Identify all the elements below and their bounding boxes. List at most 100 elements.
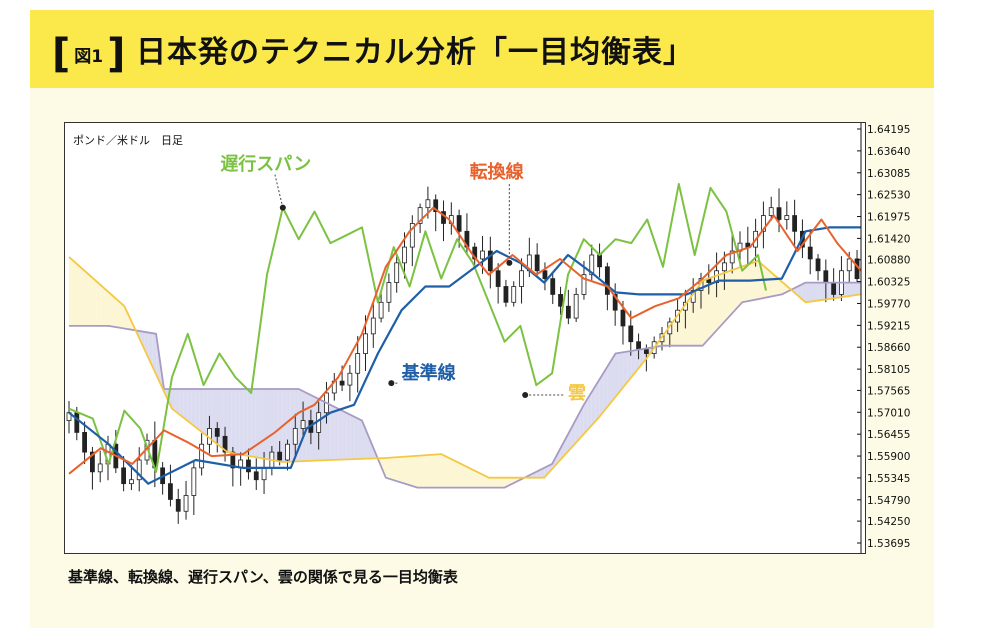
cloud-segment <box>501 478 505 488</box>
candle-body <box>278 452 282 460</box>
candle-body <box>535 255 539 271</box>
cloud-segment <box>358 419 362 459</box>
cloud-segment <box>350 415 354 460</box>
candle-body <box>371 318 375 334</box>
cloud-segment <box>239 389 243 455</box>
candle-body <box>816 259 820 271</box>
cloud-segment <box>746 264 750 302</box>
cloud-segment <box>810 283 814 302</box>
candle-body <box>722 263 726 271</box>
candle-body <box>83 432 87 452</box>
candle-body <box>285 444 289 460</box>
candle-body <box>122 468 126 484</box>
cloud-segment <box>453 460 457 488</box>
cloud-segment <box>105 289 109 326</box>
cloud-segment <box>247 389 251 456</box>
cloud-segment <box>718 274 722 329</box>
cloud-segment <box>93 278 97 326</box>
candle-body <box>481 251 485 259</box>
cloud-segment <box>394 457 398 481</box>
candle-body <box>168 484 172 500</box>
ichimoku-chart: 1.641951.636401.630851.625301.619751.614… <box>65 123 865 553</box>
cloud-segment <box>433 454 437 487</box>
cloud-segment <box>398 457 402 483</box>
cloud-segment <box>813 283 817 302</box>
annotation-tenkan: 転換線 <box>470 161 524 183</box>
cloud-segment <box>346 413 350 460</box>
price-tick-label: 1.55345 <box>867 473 910 485</box>
candle-body <box>129 480 133 484</box>
cloud-segment <box>730 269 734 315</box>
cloud-segment <box>457 462 461 488</box>
cloud-segment <box>445 456 449 488</box>
candle-body <box>832 283 836 295</box>
annotation-kijun: 基準線 <box>401 362 456 384</box>
cloud-segment <box>857 283 861 295</box>
span-b-line <box>69 283 861 488</box>
figure-label: [ 図1 ] <box>52 34 125 74</box>
candle-body <box>566 306 570 318</box>
cloud-segment <box>402 457 406 484</box>
candle-body <box>246 460 250 472</box>
close-bracket: ] <box>107 34 125 74</box>
cloud-segment <box>73 260 77 325</box>
price-tick-label: 1.57010 <box>867 407 910 419</box>
candle-body <box>769 208 773 216</box>
price-tick-label: 1.54790 <box>867 495 910 507</box>
cloud-segment <box>441 454 445 488</box>
candle-body <box>215 428 219 436</box>
candle-body <box>356 354 360 374</box>
cloud-segment <box>109 292 113 326</box>
candle-body <box>559 294 563 306</box>
cloud-segment <box>192 389 196 427</box>
candle-body <box>793 216 797 232</box>
cloud-segment <box>489 478 493 488</box>
price-tick-label: 1.59770 <box>867 298 910 310</box>
cloud-segment <box>726 271 730 320</box>
candle-body <box>262 468 266 480</box>
candle-body <box>847 259 851 271</box>
price-tick-label: 1.58660 <box>867 342 910 354</box>
cloud-segment <box>97 282 101 326</box>
candle-body <box>348 373 352 385</box>
cloud-segment <box>421 455 425 487</box>
candle-body <box>808 247 812 259</box>
candle-body <box>387 283 391 303</box>
price-tick-label: 1.56455 <box>867 429 910 441</box>
annotation-dot <box>388 380 394 386</box>
candle-body <box>551 279 555 295</box>
price-tick-label: 1.58105 <box>867 364 910 376</box>
candle-body <box>543 271 547 279</box>
cloud-segment <box>817 283 821 301</box>
candle-body <box>785 216 789 220</box>
candle-body <box>574 294 578 318</box>
candle-body <box>824 271 828 283</box>
cloud-segment <box>275 389 279 461</box>
cloud-segment <box>497 478 501 488</box>
annotation-dot <box>506 260 512 266</box>
figure-number: 図1 <box>74 42 103 67</box>
cloud-segment <box>449 458 453 488</box>
candle-body <box>520 271 524 287</box>
cloud-segment <box>386 458 390 479</box>
candle-body <box>301 421 305 429</box>
cloud-segment <box>184 389 188 421</box>
candle-body <box>75 413 79 433</box>
cloud-segment <box>113 296 117 328</box>
candle-body <box>363 334 367 354</box>
candle-body <box>254 472 258 480</box>
cloud-segment <box>188 389 192 424</box>
candle-body <box>200 444 204 468</box>
candle-body <box>512 287 516 303</box>
annotation-leader <box>275 174 283 207</box>
cloud-segment <box>180 389 184 418</box>
cloud-segment <box>176 389 180 415</box>
figure-caption: 基準線、転換線、遅行スパン、雲の関係で見る一目均衡表 <box>68 566 458 587</box>
price-tick-label: 1.61420 <box>867 233 910 245</box>
cloud-segment <box>235 389 239 454</box>
cloud-layer <box>69 257 861 488</box>
cloud-segment <box>259 389 263 458</box>
cloud-segment <box>473 470 477 488</box>
candle-body <box>426 200 430 208</box>
cloud-segment <box>243 389 247 456</box>
